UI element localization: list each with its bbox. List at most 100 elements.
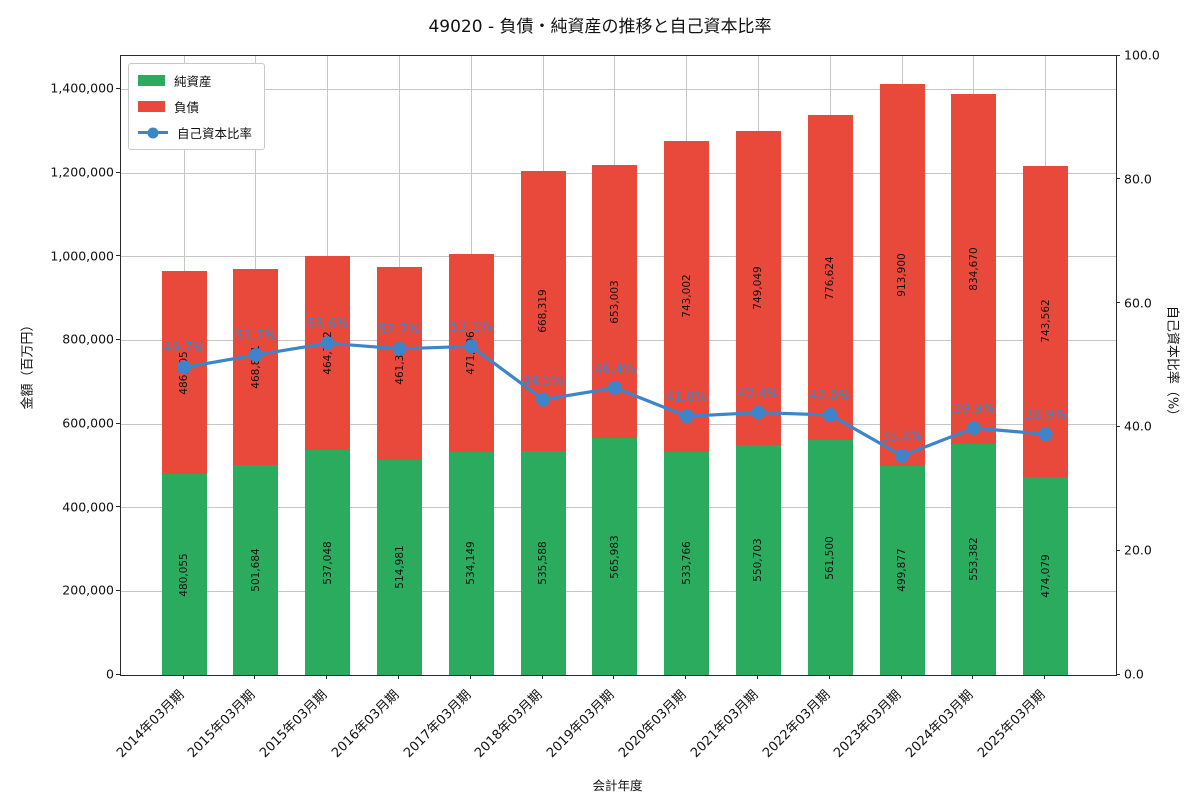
bar-net-assets [951,443,997,675]
bar-net-assets [1023,476,1069,675]
y-tick-mark-left [116,338,120,340]
equity-ratio-marker [177,360,192,375]
chart-title: 49020 - 負債・純資産の推移と自己資本比率 [428,17,772,37]
y-tick-label-left: 1,400,000 [50,80,114,96]
y-tick-label-right: 60.0 [1124,295,1152,311]
bar-liabilities [305,256,351,451]
x-tick-mark [469,675,471,679]
x-tick-mark [756,675,758,679]
y-tick-label-right: 20.0 [1124,542,1152,558]
y-tick-mark-left [116,255,120,257]
bar-net-assets [592,438,638,675]
liabilities-swatch-icon [138,101,165,112]
x-tick-mark [254,675,256,679]
legend: 純資産 負債 自己資本比率 [128,63,266,150]
bar-liabilities [1023,165,1069,477]
bar-liabilities [807,115,853,441]
y-tick-label-left: 200,000 [62,582,114,598]
equity-ratio-percent-label: 38.9% [1024,408,1067,424]
y-tick-label-right: 40.0 [1124,418,1152,434]
y-tick-mark-left [116,422,120,424]
equity-ratio-marker [1038,427,1053,442]
legend-item-equity-ratio: 自己資本比率 [138,123,252,142]
y-tick-mark-right [1116,549,1120,551]
legend-label-liabilities: 負債 [174,100,200,115]
legend-label-equity-ratio: 自己資本比率 [177,126,253,141]
x-tick-label: 2018年03月期 [472,687,546,761]
equity-ratio-percent-label: 53.6% [307,317,349,333]
bar-liabilities [879,83,925,466]
y-tick-label-right: 80.0 [1124,171,1152,187]
equity-ratio-percent-label: 49.7% [163,341,205,357]
y-axis-title-left: 金額（百万円） [20,318,36,410]
y-tick-mark-right [1116,54,1120,56]
equity-ratio-marker [895,448,910,463]
x-tick-mark [541,675,543,679]
y-tick-label-right: 0.0 [1124,666,1144,682]
x-tick-label: 2024年03月期 [903,687,977,761]
y-tick-mark-right [1116,178,1120,180]
x-axis-title: 会計年度 [592,778,643,793]
equity-ratio-marker [751,405,766,420]
bar-liabilities [951,94,997,444]
equity-ratio-line-icon [138,127,168,138]
y-axis-title-right: 自己資本比率（%） [1164,305,1180,423]
equity-ratio-percent-label: 53.1% [450,320,492,336]
x-tick-mark [613,675,615,679]
bar-net-assets [448,451,494,675]
x-tick-mark [828,675,830,679]
equity-ratio-percent-label: 41.8% [666,390,708,406]
bar-net-assets [807,440,853,675]
plot-area: 純資産 負債 自己資本比率 480,055486,105501,684468,8… [120,55,1117,676]
bar-liabilities [735,131,781,445]
x-tick-label: 2017年03月期 [400,687,475,761]
y-tick-mark-left [116,673,120,675]
x-tick-label: 2019年03月期 [544,687,618,761]
equity-ratio-marker [966,421,981,436]
bar-liabilities [664,141,710,452]
x-tick-label: 2015年03月期 [257,687,331,761]
equity-ratio-percent-label: 42.0% [809,389,851,405]
equity-ratio-percent-label: 46.4% [594,361,636,377]
y-tick-label-left: 800,000 [62,331,114,347]
y-tick-mark-right [1116,673,1120,675]
x-tick-label: 2022年03月期 [759,687,833,761]
bar-liabilities [377,266,423,460]
x-tick-label: 2016年03月期 [328,687,403,761]
equity-ratio-percent-label: 42.4% [737,386,780,402]
y-tick-label-right: 100.0 [1124,47,1160,63]
net-assets-swatch-icon [138,75,165,86]
equity-ratio-percent-label: 35.4% [881,429,923,445]
equity-ratio-line [177,336,1053,463]
equity-ratio-marker [248,347,263,362]
x-tick-label: 2014年03月期 [113,687,187,761]
equity-ratio-marker [392,341,407,356]
x-tick-mark [685,675,687,679]
equity-ratio-percent-label: 51.7% [235,328,277,344]
x-tick-mark [398,675,400,679]
y-tick-mark-left [116,171,120,173]
equity-ratio-percent-label: 44.5% [522,373,564,389]
x-tick-label: 2015年03月期 [185,687,259,761]
legend-item-net-assets: 純資産 [138,71,252,90]
x-tick-label: 2021年03月期 [687,687,762,761]
x-tick-mark [972,675,974,679]
equity-ratio-marker [536,392,551,407]
y-tick-mark-left [116,589,120,591]
x-tick-label: 2025年03月期 [975,687,1049,761]
bar-net-assets [233,465,279,675]
y-tick-mark-left [116,87,120,89]
y-tick-label-left: 600,000 [62,415,114,431]
y-tick-mark-left [116,506,120,508]
y-tick-mark-right [1116,425,1120,427]
equity-ratio-marker [679,409,694,424]
bar-liabilities [233,269,279,466]
y-tick-label-left: 0 [106,666,114,682]
bar-net-assets [879,465,925,675]
bar-net-assets [664,451,710,675]
legend-item-liabilities: 負債 [138,97,252,116]
y-tick-label-left: 1,200,000 [50,164,114,180]
equity-ratio-percent-label: 52.7% [378,322,421,338]
x-tick-mark [1044,675,1046,679]
x-tick-label: 2020年03月期 [616,687,690,761]
